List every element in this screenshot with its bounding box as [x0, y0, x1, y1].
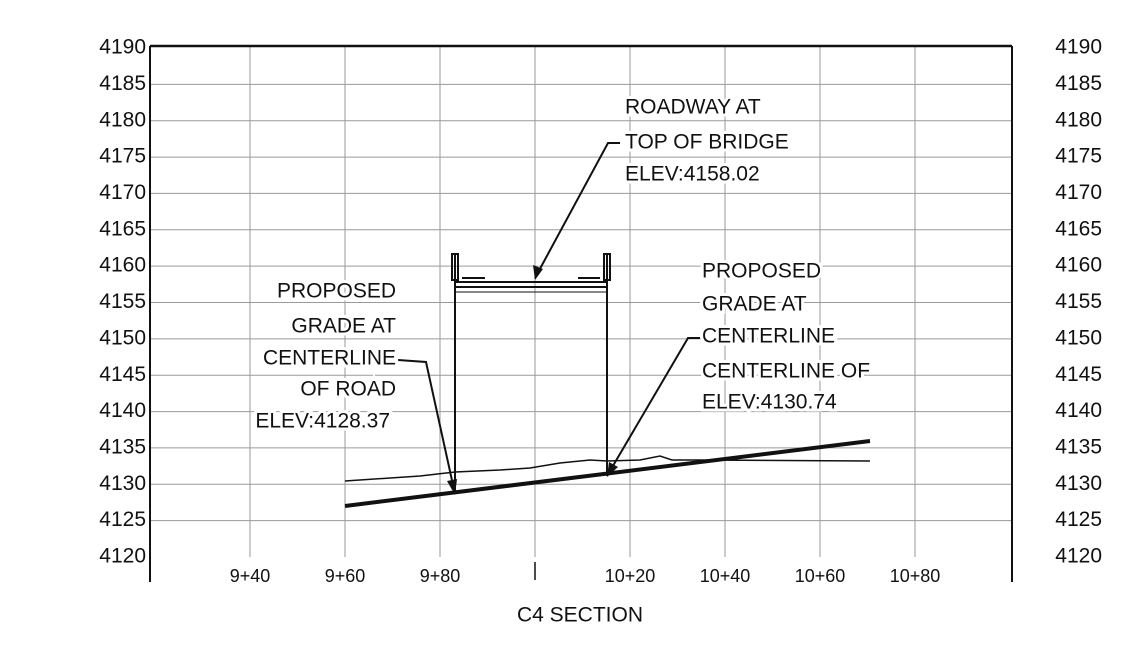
annotation: ROADWAY AT [625, 96, 761, 119]
elevation-label: 4125 [1055, 508, 1102, 531]
station-label: 10+60 [795, 566, 846, 586]
elevation-label: 4160 [99, 254, 146, 277]
bridge [451, 253, 611, 494]
elevation-label: 4135 [1055, 435, 1102, 458]
annotation: CENTERLINE [702, 325, 835, 348]
elevation-label: 4125 [99, 508, 146, 531]
annotation: GRADE AT [702, 293, 807, 316]
annotation: PROPOSED [702, 260, 821, 283]
annotation: OF ROAD [300, 378, 396, 401]
elevation-label: 4130 [1055, 472, 1102, 495]
elevation-label: 4145 [99, 363, 146, 386]
annotation: ELEV:4128.37 [255, 410, 390, 433]
leader [606, 337, 700, 477]
annotation: GRADE AT [291, 315, 396, 338]
elevation-label: 4175 [1055, 145, 1102, 168]
elevation-label: 4160 [1055, 254, 1102, 277]
arrowhead [607, 462, 618, 477]
elevation-label: 4140 [1055, 399, 1102, 422]
elevation-label: 4185 [1055, 72, 1102, 95]
station-label: 10+40 [700, 566, 751, 586]
section-title: C4 SECTION [517, 604, 643, 627]
elevation-label: 4185 [99, 72, 146, 95]
elevation-label: 4150 [1055, 326, 1102, 349]
elevation-label: 4165 [1055, 217, 1102, 240]
elevation-label: 4170 [1055, 181, 1102, 204]
annotation: PROPOSED [277, 280, 396, 303]
station-label: 9+40 [230, 566, 271, 586]
elevation-label: 4120 [99, 545, 146, 568]
elevation-label: 4165 [99, 217, 146, 240]
annotation: CENTERLINE [263, 347, 396, 370]
elevation-label: 4140 [99, 399, 146, 422]
station-label: 9+60 [325, 566, 366, 586]
station-label: 10+80 [890, 566, 941, 586]
arrowhead [447, 479, 457, 495]
elevation-label: 4155 [99, 290, 146, 313]
elevation-label: 4130 [99, 472, 146, 495]
station-label: 10+20 [605, 566, 656, 586]
elevation-label: 4145 [1055, 363, 1102, 386]
elevation-label: 4175 [99, 145, 146, 168]
annotation: ELEV:4130.74 [702, 391, 837, 414]
elevation-label: 4180 [1055, 108, 1102, 131]
leader [534, 142, 620, 279]
elevation-label: 4190 [1055, 36, 1102, 59]
annotation: CENTERLINE OF [702, 360, 870, 383]
elevation-label: 4135 [99, 435, 146, 458]
elevation-label: 4155 [1055, 290, 1102, 313]
elevation-label: 4170 [99, 181, 146, 204]
elevation-label: 4190 [99, 36, 146, 59]
elevation-label: 4150 [99, 326, 146, 349]
arrowhead [533, 265, 543, 280]
elevation-label: 4180 [99, 108, 146, 131]
station-label: 9+80 [420, 566, 461, 586]
leader [397, 359, 456, 495]
annotation: ELEV:4158.02 [625, 163, 760, 186]
elevation-label: 4120 [1055, 545, 1102, 568]
annotation: TOP OF BRIDGE [625, 131, 789, 154]
grid [150, 46, 1012, 557]
